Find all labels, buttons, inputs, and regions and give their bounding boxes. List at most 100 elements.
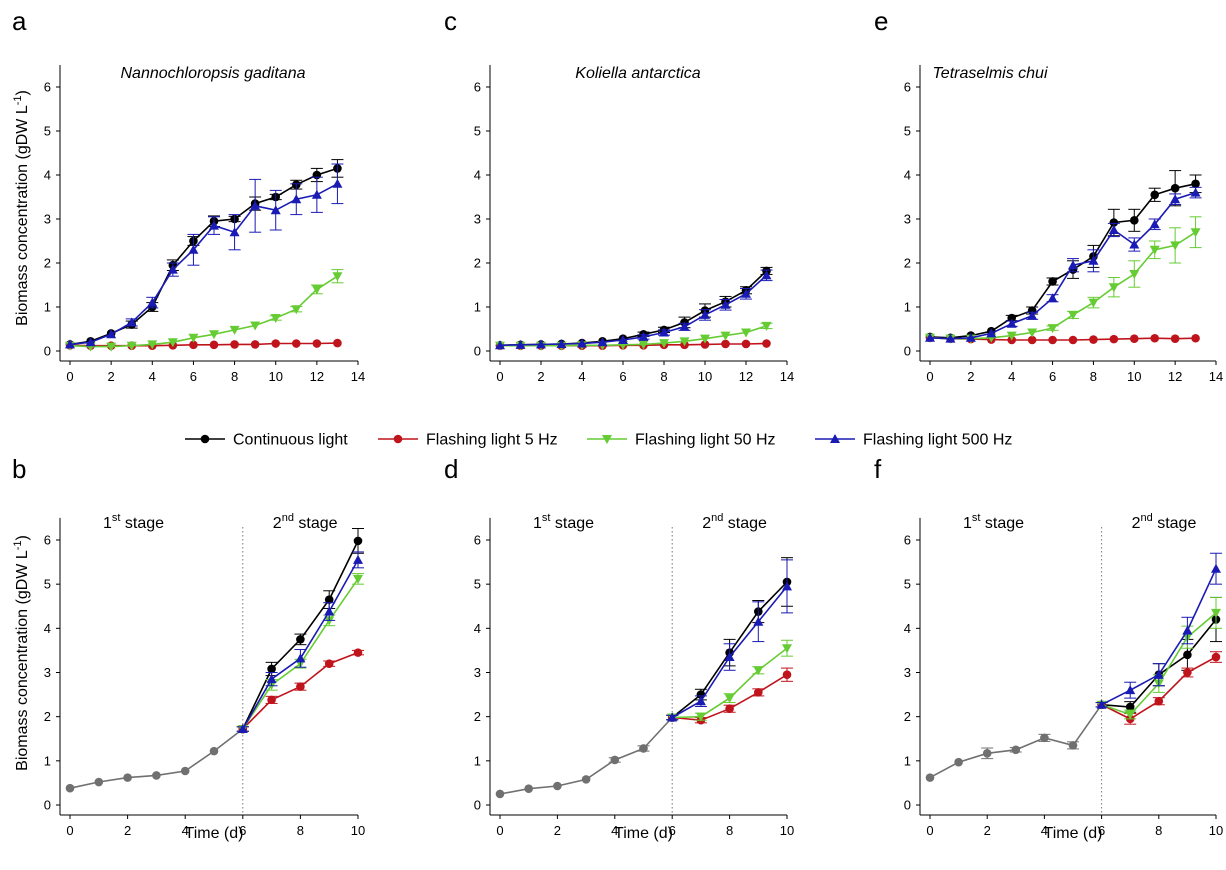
data-point	[311, 189, 322, 199]
x-tick-label: 6	[1049, 369, 1056, 384]
x-tick-label: 0	[926, 823, 933, 838]
x-tick-label: 14	[780, 369, 794, 384]
axes-b: 0 1 2 3 4 5 6 0 2 4 6 8 10	[44, 517, 365, 838]
data-point	[1068, 310, 1078, 320]
y-tick-label: 5	[44, 577, 51, 592]
data-point	[925, 332, 935, 342]
data-point	[237, 724, 248, 734]
series-flashing-light-5-hz	[65, 338, 342, 351]
data-point	[311, 285, 322, 295]
data-point	[1149, 245, 1160, 255]
data-point	[639, 744, 648, 753]
data-point	[495, 340, 505, 350]
data-point	[106, 342, 117, 352]
data-point	[1125, 685, 1136, 695]
y-tick-label: 1	[474, 300, 481, 315]
data-point	[1191, 333, 1200, 343]
y-tick-label: 5	[474, 124, 481, 139]
y-tick-label: 3	[904, 212, 911, 227]
data-point	[1183, 650, 1192, 660]
y-tick-label: 2	[44, 256, 51, 271]
series-flashing-light-50-hz	[925, 216, 1202, 344]
data-point	[167, 264, 178, 274]
x-tick-label: 2	[108, 369, 115, 384]
series-flashing-light-500-hz	[236, 551, 364, 734]
series-1st-stage	[925, 700, 1108, 782]
x-tick-label: 14	[351, 369, 365, 384]
data-point	[296, 682, 305, 691]
data-point	[667, 712, 678, 722]
x-tick-label: 4	[611, 823, 618, 838]
data-point	[925, 773, 935, 782]
series-continuous-light	[925, 170, 1202, 343]
data-point	[1011, 745, 1021, 755]
series-line	[69, 183, 338, 346]
x-tick-label: 0	[66, 823, 73, 838]
data-point	[270, 314, 281, 323]
y-tick-label: 3	[44, 665, 51, 680]
data-point	[1170, 194, 1181, 204]
data-point	[556, 338, 567, 348]
x-tick-label: 6	[619, 369, 626, 384]
series-flashing-light-500-hz	[925, 186, 1202, 343]
data-point	[638, 331, 649, 341]
y-tick-label: 1	[904, 753, 911, 768]
data-point	[1048, 277, 1057, 286]
data-point	[1170, 241, 1181, 251]
series-continuous-light	[65, 159, 344, 349]
data-point	[291, 194, 302, 204]
legend-marker	[200, 434, 210, 444]
x-tick-label: 8	[1090, 369, 1097, 384]
y-tick-label: 1	[44, 300, 51, 315]
data-point	[324, 659, 334, 668]
x-tick-label: 2	[124, 823, 131, 838]
data-point	[638, 340, 649, 350]
y-tick-label: 3	[474, 665, 481, 680]
data-point	[1088, 255, 1099, 265]
legend-marker	[602, 435, 612, 444]
data-point	[332, 178, 343, 188]
data-point	[188, 333, 199, 343]
data-point	[741, 339, 751, 349]
x-tick-label: 8	[726, 823, 733, 838]
data-point	[1211, 652, 1221, 662]
stage-1-label: 1st stage	[533, 512, 594, 532]
series-flashing-light-500-hz	[1095, 552, 1222, 709]
panel-label-a: a	[12, 6, 27, 36]
x-tick-label: 12	[739, 369, 753, 384]
legend-label: Continuous light	[233, 432, 348, 449]
data-point	[536, 339, 546, 349]
data-point	[741, 328, 751, 338]
series-flashing-light-50-hz	[65, 269, 344, 352]
y-tick-label: 0	[904, 344, 911, 359]
y-tick-label: 3	[44, 212, 51, 227]
y-tick-label: 0	[474, 798, 481, 813]
data-point	[1109, 334, 1119, 344]
data-point	[324, 606, 335, 616]
x-tick-label: 10	[698, 369, 712, 384]
data-point	[1129, 239, 1140, 249]
data-point	[700, 309, 710, 319]
species-title: Koliella antarctica	[575, 65, 701, 82]
x-tick-label: 10	[780, 823, 794, 838]
axes-d: 0 1 2 3 4 5 6 0 2 4 6 8 10	[474, 517, 794, 838]
y-tick-label: 2	[44, 709, 51, 724]
x-tick-label: 12	[310, 369, 324, 384]
series-flashing-light-500-hz	[65, 163, 344, 349]
x-tick-label: 14	[1209, 369, 1223, 384]
data-point	[209, 746, 219, 756]
legend-item-flashing-light-50-hz: Flashing light 50 Hz	[587, 432, 776, 449]
legend-item-continuous-light: Continuous light	[185, 432, 348, 449]
y-tick-label: 6	[904, 80, 911, 95]
y-tick-label: 2	[474, 709, 481, 724]
x-tick-label: 8	[297, 823, 304, 838]
data-point	[1149, 219, 1160, 229]
legend-label: Flashing light 5 Hz	[426, 432, 558, 449]
series-1st-stage	[65, 724, 249, 793]
chart-panel-f: 0 1 2 3 4 5 6 0 2 4 6 8 10 Time (d) 1st stage 2nd stage	[904, 512, 1223, 842]
x-axis-title: Time (d)	[185, 825, 244, 842]
series-continuous-light	[1095, 596, 1222, 713]
